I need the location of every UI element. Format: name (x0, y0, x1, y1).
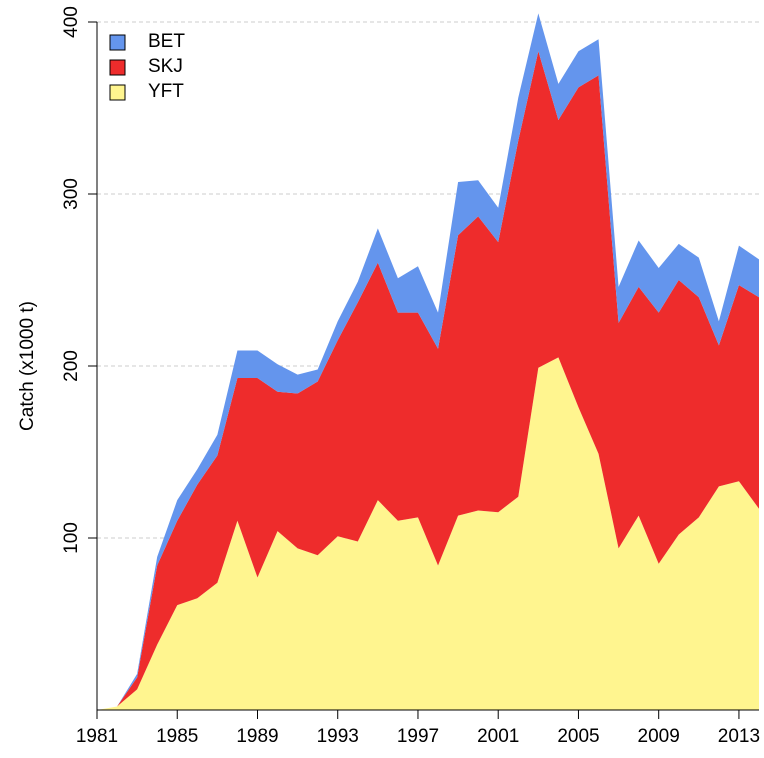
area (97, 357, 759, 710)
legend-swatch (109, 59, 126, 76)
y-tick-label: 300 (61, 178, 82, 210)
x-tick-label: 2005 (557, 726, 599, 747)
x-tick-label: 2013 (718, 726, 760, 747)
x-tick-label: 1985 (156, 726, 198, 747)
y-tick-label: 100 (61, 522, 82, 554)
legend-label: SKJ (148, 56, 183, 77)
x-tick-label: 1989 (236, 726, 278, 747)
y-tick-label: 400 (61, 6, 82, 38)
y-tick-label: 200 (61, 350, 82, 382)
legend-swatch (109, 34, 126, 51)
x-tick-label: 2009 (638, 726, 680, 747)
area (97, 51, 759, 711)
legend-swatch (109, 84, 126, 101)
x-tick-label: 1997 (397, 726, 439, 747)
x-tick-label: 1993 (317, 726, 359, 747)
legend-label: BET (148, 31, 185, 52)
x-tick-label: 1981 (76, 726, 118, 747)
y-axis-label: Catch (x1000 t) (17, 301, 38, 431)
x-tick-label: 2001 (477, 726, 519, 747)
legend-label: YFT (148, 81, 184, 102)
